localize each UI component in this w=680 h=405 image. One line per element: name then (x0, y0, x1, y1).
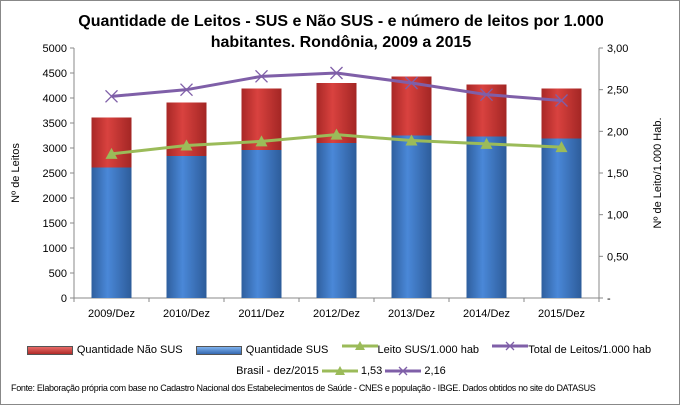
y-axis-title: Nº de Leitos (10, 143, 22, 203)
bar-sus (541, 138, 582, 298)
brasil-reference: Brasil - dez/2015 1,53 2,16 (1, 364, 679, 378)
y-tick-label: 1000 (43, 243, 67, 255)
marker-leito-sus (555, 141, 568, 153)
y2-tick-label: 2,00 (607, 126, 628, 138)
bar-nao-sus (91, 117, 132, 168)
source-note: Fonte: Elaboração própria com base no Ca… (11, 383, 596, 393)
y-tick-label: 3500 (43, 118, 67, 130)
brasil-total-marker (385, 366, 422, 376)
chart-title: Quantidade de Leitos - SUS e Não SUS - e… (78, 13, 604, 51)
y2-tick-label: - (607, 293, 611, 305)
marker-leito-sus (255, 135, 268, 147)
marker-total (555, 94, 568, 107)
legend-label: Total de Leitos/1.000 hab (528, 344, 652, 357)
bar-sus (466, 136, 507, 298)
brasil-leito-sus-marker (321, 366, 358, 375)
x-tick-label: 2009/Dez (88, 308, 135, 320)
marker-leito-sus (180, 139, 193, 151)
y-tick-label: 3000 (43, 143, 67, 155)
legend-label: Leito SUS/1.000 hab (377, 344, 480, 357)
x-tick-label: 2010/Dez (163, 308, 210, 320)
bar-sus (316, 143, 357, 298)
bar-sus (166, 156, 207, 298)
y-tick-label: 2000 (43, 193, 67, 205)
y-tick-label: 500 (49, 268, 67, 280)
legend-label: Quantidade SUS (245, 344, 329, 357)
y2-tick-label: 3,00 (607, 43, 628, 55)
marker-leito-sus (405, 134, 418, 146)
marker-total (105, 89, 118, 103)
bar-sus (241, 150, 282, 298)
x-tick-label: 2014/Dez (463, 308, 510, 320)
x-tick-label: 2011/Dez (238, 308, 284, 320)
marker-leito-sus (330, 128, 343, 140)
legend-line-leito-sus (341, 341, 378, 350)
brasil-label: Brasil - dez/2015 (236, 364, 319, 377)
bar-nao-sus (541, 88, 582, 139)
brasil-leito-sus-value: 1,53 (360, 364, 383, 377)
bar-sus (391, 135, 432, 298)
marker-leito-sus (480, 137, 493, 149)
x-tick-label: 2012/Dez (313, 308, 360, 320)
brasil-total-value: 2,16 (424, 364, 446, 377)
marker-total (255, 69, 268, 83)
y2-axis-title: Nº de Leito/1.000 Hab. (652, 117, 664, 228)
y-tick-label: 4000 (43, 93, 67, 105)
y2-tick-label: 0,50 (607, 251, 628, 263)
y2-tick-label: 2,50 (607, 85, 628, 97)
x-tick-label: 2013/Dez (388, 308, 435, 320)
y2-tick-label: 1,50 (607, 168, 628, 180)
marker-total (330, 66, 343, 80)
marker-total (405, 76, 418, 90)
y-tick-label: 2500 (43, 168, 67, 180)
legend-label: Quantidade Não SUS (76, 344, 183, 357)
legend-swatch-sus (195, 345, 242, 355)
y-tick-label: 5000 (43, 43, 67, 55)
y2-tick-label: 1,00 (607, 210, 628, 222)
marker-leito-sus (105, 147, 118, 159)
legend: Quantidade Não SUS Quantidade SUS Leito … (1, 339, 679, 357)
bar-sus (91, 167, 132, 298)
legend-line-total (492, 341, 529, 351)
marker-total (180, 83, 193, 97)
marker-total (480, 88, 493, 102)
legend-swatch-nao-sus (26, 345, 73, 355)
y-tick-label: 1500 (43, 218, 67, 230)
x-tick-label: 2015/Dez (538, 308, 585, 320)
y-tick-label: 4500 (43, 68, 67, 80)
y-tick-label: 0 (61, 293, 67, 305)
